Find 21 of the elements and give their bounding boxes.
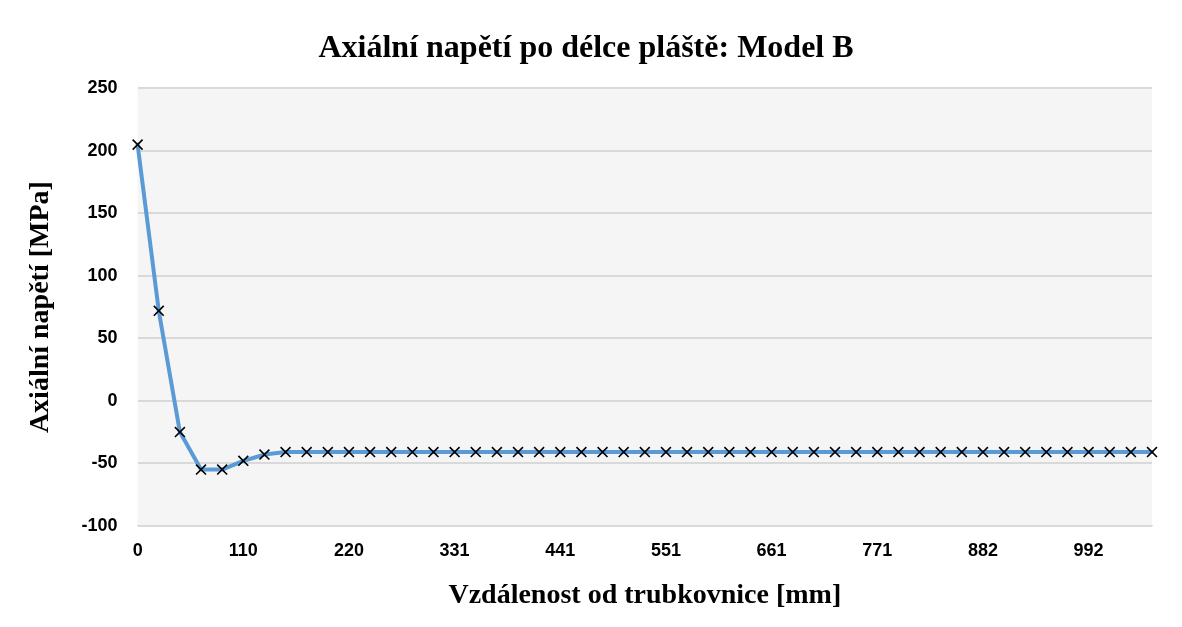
x-axis-title: Vzdálenost od trubkovnice [mm] xyxy=(448,578,842,610)
x-tick-label: 441 xyxy=(545,539,576,560)
x-tick-label: 992 xyxy=(1073,539,1104,560)
x-tick-label: 551 xyxy=(650,539,681,560)
y-tick-label: -50 xyxy=(91,452,118,473)
y-axis-title: Axiální napětí [MPa] xyxy=(23,181,55,434)
x-tick-label: 771 xyxy=(862,539,893,560)
x-tick-label: 661 xyxy=(756,539,787,560)
y-tick-label: 150 xyxy=(87,202,118,223)
y-tick-label: 100 xyxy=(87,264,118,285)
y-tick-label: -100 xyxy=(81,514,118,535)
x-tick-label: 0 xyxy=(132,539,143,560)
x-tick-label: 882 xyxy=(967,539,998,560)
x-tick-label: 220 xyxy=(333,539,364,560)
y-tick-label: 0 xyxy=(107,389,118,410)
x-tick-label: 110 xyxy=(228,539,258,560)
y-tick-label: 250 xyxy=(87,77,118,98)
chart-title: Axiální napětí po délce pláště: Model B xyxy=(318,28,854,65)
x-tick-label: 331 xyxy=(439,539,470,560)
y-tick-label: 50 xyxy=(97,327,118,348)
y-tick-label: 200 xyxy=(87,139,118,160)
